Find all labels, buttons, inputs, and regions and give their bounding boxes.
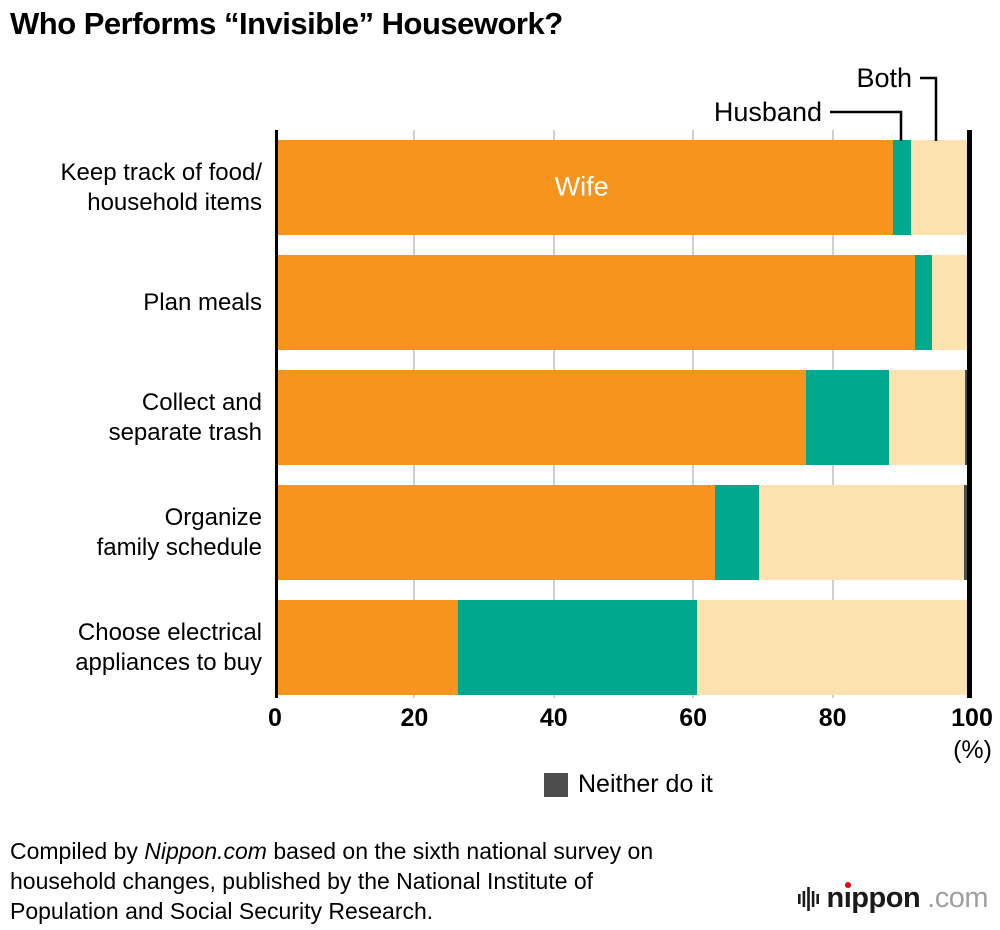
plot-area: Wife: [275, 130, 972, 698]
bar-segment-both: [910, 140, 969, 235]
logo-red-dot-i: ı: [843, 882, 852, 914]
nippon-logo[interactable]: nıppon .com: [797, 882, 988, 915]
bar-segment-husband: [806, 370, 890, 465]
source-line-3: Population and Social Security Research.: [10, 898, 434, 924]
bar-segment-both: [931, 255, 968, 350]
bar-row: [275, 600, 972, 695]
nippon-logo-icon: [797, 886, 819, 911]
source-brand-name: Nippon.com: [144, 838, 267, 864]
series-label-both: Both: [856, 63, 912, 93]
category-label: Organize family schedule: [96, 503, 262, 561]
category-label: Collect and separate trash: [108, 388, 262, 446]
chart-title: Who Performs “Invisible” Housework?: [10, 6, 563, 41]
y-axis-labels: Keep track of food/household items Plan m…: [0, 0, 262, 930]
axis-line-100pct: [967, 130, 972, 698]
category-label: Plan meals: [143, 288, 262, 316]
bar-segment-husband: [914, 255, 932, 350]
x-axis-ticks: 0 20 40 60 80 100: [268, 704, 993, 734]
bar-segment-wife: [275, 140, 894, 235]
x-axis-unit-label: (%): [953, 736, 992, 764]
x-tick-label: 0: [268, 704, 282, 732]
legend-swatch-neither: [544, 772, 568, 797]
category-label: Choose electrical appliances to buy: [75, 618, 262, 676]
bar-row: [275, 140, 972, 235]
source-line-1: Compiled by Nippon.com based on the sixt…: [10, 838, 654, 864]
bar-segment-husband: [893, 140, 911, 235]
bar-segment-both: [696, 600, 969, 695]
x-tick-label: 100: [951, 704, 993, 732]
bar-segment-husband: [714, 485, 760, 580]
bar-segment-both: [759, 485, 965, 580]
bar-segment-wife: [275, 485, 715, 580]
bar-row: [275, 485, 972, 580]
source-line-2: household changes, published by the Nati…: [10, 868, 594, 894]
nippon-logo-suffix: .com: [927, 882, 988, 914]
bar-segment-wife: [275, 370, 807, 465]
bar-segment-wife: [275, 600, 459, 695]
legend: Neither do it: [544, 770, 713, 799]
source-note: Compiled by Nippon.com based on the sixt…: [10, 836, 653, 926]
x-tick-label: 80: [818, 704, 847, 732]
bar-segment-wife: [275, 255, 915, 350]
bar-segment-both: [889, 370, 966, 465]
series-label-husband: Husband: [713, 97, 822, 127]
category-label: Keep track of food/household items: [60, 158, 262, 216]
x-tick-label: 60: [679, 704, 708, 732]
nippon-logo-wordmark: nıppon: [826, 882, 921, 914]
series-label-wife: Wife: [554, 171, 609, 202]
x-tick-label: 40: [539, 704, 568, 732]
x-tick-label: 20: [400, 704, 429, 732]
legend-label-neither: Neither do it: [578, 770, 713, 798]
bar-segment-husband: [458, 600, 697, 695]
bar-row: [275, 255, 972, 350]
bar-row: [275, 370, 972, 465]
y-axis-line: [275, 130, 278, 698]
